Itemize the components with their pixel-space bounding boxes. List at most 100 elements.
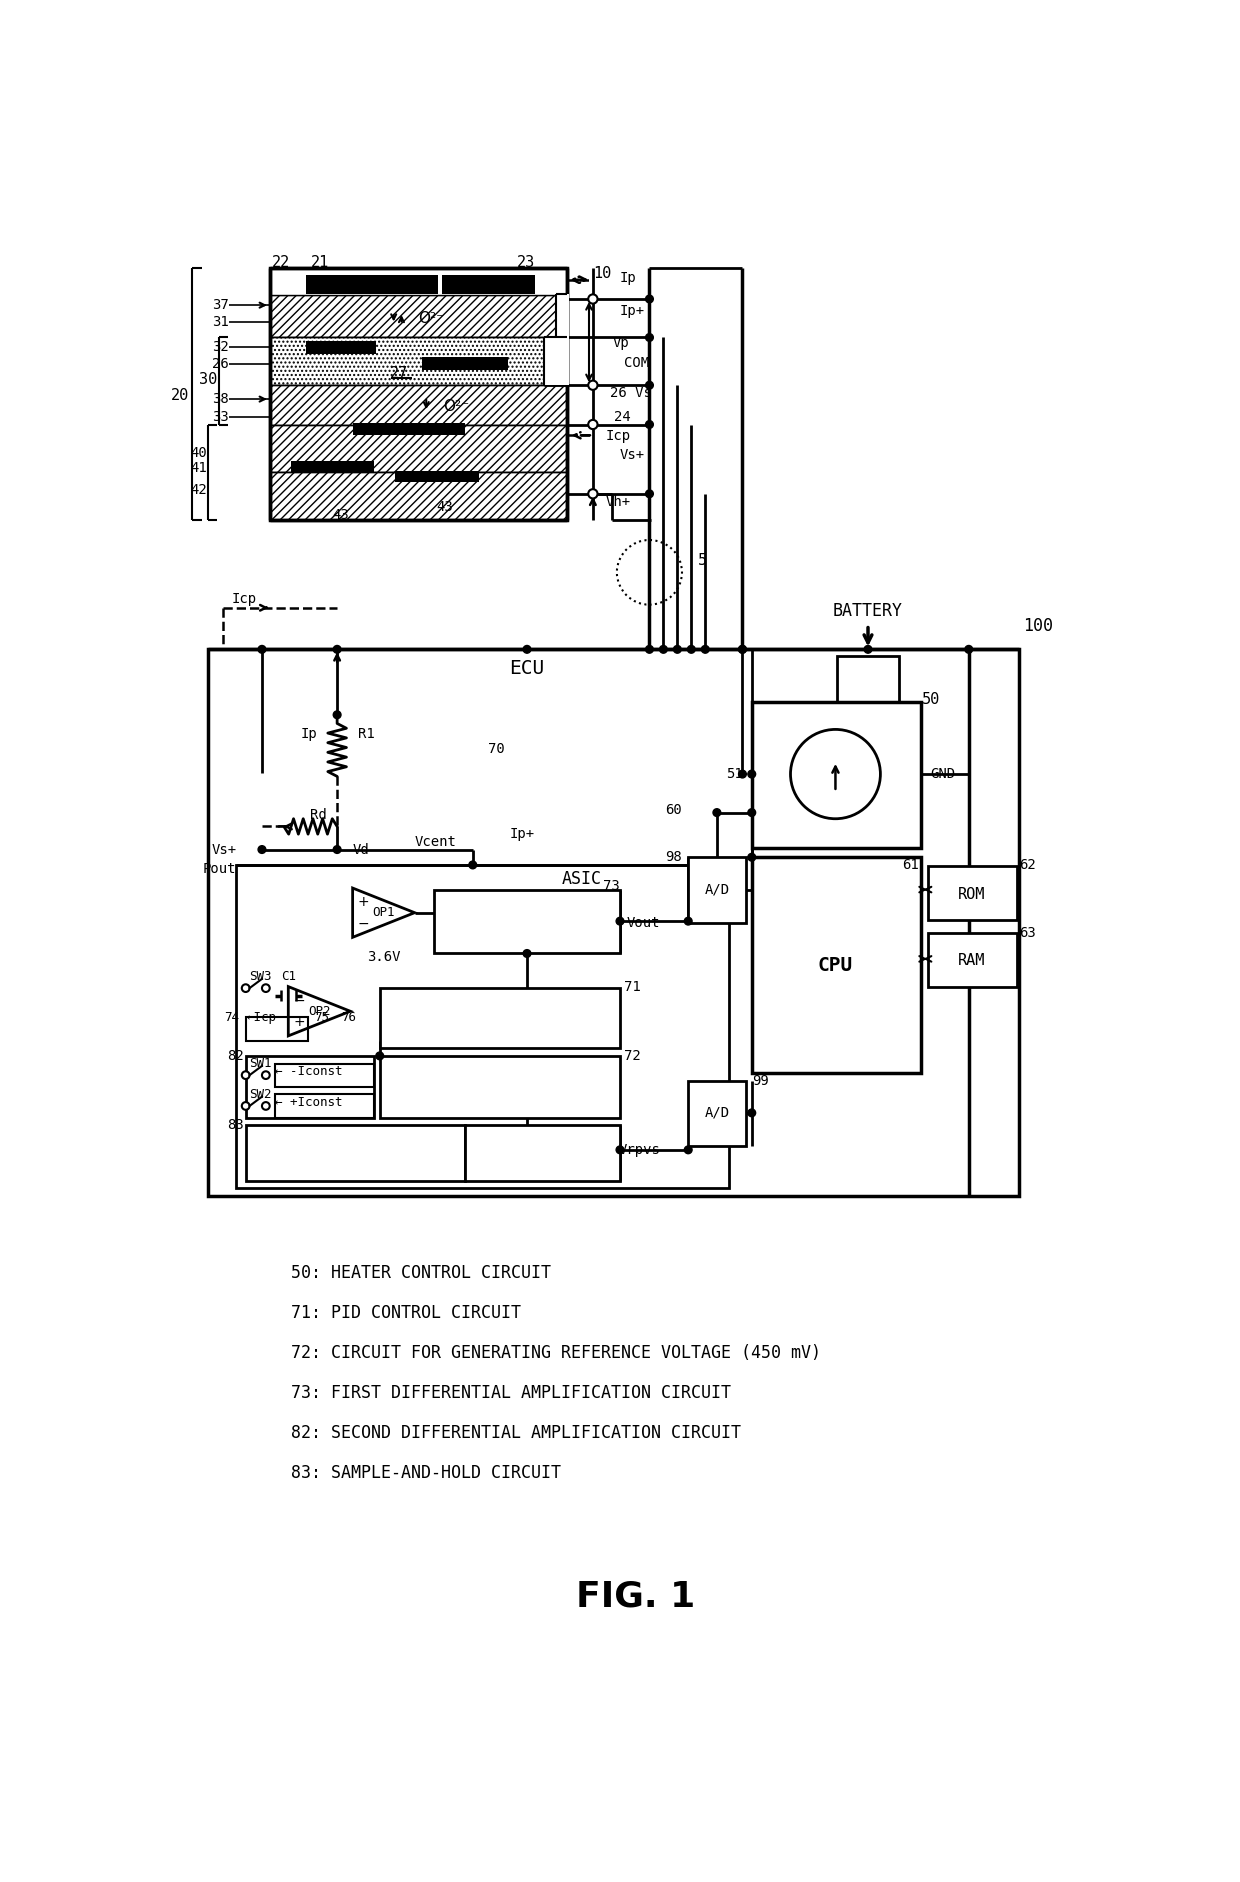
Bar (751, 856, 920, 1073)
Circle shape (616, 917, 624, 924)
Text: 30: 30 (198, 373, 217, 388)
Circle shape (739, 646, 746, 653)
Circle shape (713, 809, 720, 817)
Bar (270, 337, 567, 386)
Text: 41: 41 (190, 461, 207, 476)
Text: Vs+: Vs+ (211, 843, 237, 856)
Text: 83: 83 (227, 1118, 244, 1133)
Text: 43: 43 (332, 508, 350, 521)
Bar (207, 649, 1019, 1197)
Text: C1: C1 (280, 969, 296, 982)
Text: 3.6V: 3.6V (367, 950, 401, 964)
Circle shape (242, 984, 249, 992)
Text: Ip+: Ip+ (620, 303, 645, 318)
Circle shape (616, 1146, 624, 1154)
Text: 50: HEATER CONTROL CIRCUIT: 50: HEATER CONTROL CIRCUIT (290, 1265, 551, 1282)
Bar (837, 655, 899, 702)
Text: SW3: SW3 (249, 969, 272, 982)
Text: 40: 40 (190, 446, 207, 459)
Circle shape (748, 809, 755, 817)
Bar (423, 358, 507, 371)
Text: 72: 72 (624, 1048, 641, 1063)
Text: 75: 75 (314, 1011, 329, 1024)
Circle shape (334, 845, 341, 853)
Text: +: + (294, 1014, 305, 1029)
Bar (270, 269, 567, 295)
Circle shape (588, 380, 598, 390)
Text: 73: 73 (603, 879, 620, 894)
Circle shape (687, 646, 696, 653)
Text: CPU: CPU (818, 956, 853, 975)
Text: SW1: SW1 (249, 1058, 272, 1071)
Text: 33: 33 (212, 410, 228, 423)
Text: −: − (357, 917, 370, 930)
Text: 72: CIRCUIT FOR GENERATING REFERENCE VOLTAGE (450 mV): 72: CIRCUIT FOR GENERATING REFERENCE VOL… (290, 1344, 821, 1363)
Circle shape (684, 917, 692, 924)
Text: A/D: A/D (704, 1107, 729, 1120)
Bar (306, 275, 438, 294)
Bar (270, 472, 567, 519)
Circle shape (748, 770, 755, 777)
Text: ← +Iconst: ← +Iconst (275, 1095, 342, 1108)
Text: 21: 21 (311, 254, 329, 269)
Bar (275, 1063, 373, 1086)
Text: 83: SAMPLE-AND-HOLD CIRCUIT: 83: SAMPLE-AND-HOLD CIRCUIT (290, 1464, 560, 1483)
Bar (290, 461, 373, 472)
Bar (688, 1080, 745, 1146)
Bar (688, 856, 745, 922)
Text: OP1: OP1 (372, 905, 394, 918)
Text: Vp: Vp (613, 335, 629, 350)
Text: Vs+: Vs+ (620, 448, 645, 461)
Text: 82: SECOND DIFFERENTIAL AMPLIFICATION CIRCUIT: 82: SECOND DIFFERENTIAL AMPLIFICATION CI… (290, 1425, 740, 1442)
Text: 26 Vs: 26 Vs (610, 386, 652, 401)
Text: O²⁻: O²⁻ (444, 399, 470, 414)
Text: GND: GND (930, 768, 955, 781)
Bar (247, 1018, 309, 1041)
Text: Ip: Ip (301, 726, 317, 742)
Text: 70: 70 (489, 742, 505, 757)
Circle shape (242, 1071, 249, 1078)
Bar (270, 386, 567, 425)
Bar (270, 295, 567, 337)
Text: Rd: Rd (310, 807, 327, 822)
Text: 43: 43 (436, 501, 454, 514)
Text: COM: COM (624, 356, 649, 371)
Circle shape (258, 646, 265, 653)
Text: O²⁻: O²⁻ (419, 311, 445, 326)
Bar (929, 933, 1017, 986)
Bar (306, 341, 376, 354)
Bar (247, 1125, 465, 1180)
Text: BATTERY: BATTERY (833, 602, 903, 619)
Circle shape (702, 646, 709, 653)
Circle shape (646, 489, 653, 497)
Circle shape (646, 295, 653, 303)
Text: 71: 71 (624, 981, 641, 994)
Circle shape (262, 1103, 270, 1110)
Bar (379, 1056, 620, 1118)
Bar (929, 866, 1017, 920)
Circle shape (376, 1052, 383, 1060)
Text: SW2: SW2 (249, 1088, 272, 1101)
Text: 98: 98 (665, 851, 682, 864)
Text: 60: 60 (665, 802, 682, 817)
Text: Ip+: Ip+ (510, 828, 536, 841)
Circle shape (646, 646, 653, 653)
Bar (379, 988, 620, 1048)
Circle shape (242, 1103, 249, 1110)
Text: 27: 27 (391, 367, 408, 382)
Circle shape (965, 646, 972, 653)
Text: 62: 62 (1019, 858, 1035, 871)
Circle shape (523, 950, 531, 958)
Bar (352, 423, 465, 435)
Text: 37: 37 (212, 297, 228, 312)
Circle shape (660, 646, 667, 653)
Circle shape (748, 853, 755, 862)
Circle shape (748, 1108, 755, 1116)
Text: 10: 10 (593, 265, 611, 280)
Text: Icp: Icp (606, 429, 631, 442)
Circle shape (334, 646, 341, 653)
Text: 32: 32 (212, 341, 228, 354)
Text: 5: 5 (697, 553, 707, 568)
Text: 24: 24 (614, 410, 631, 423)
Text: Vd: Vd (352, 843, 370, 856)
